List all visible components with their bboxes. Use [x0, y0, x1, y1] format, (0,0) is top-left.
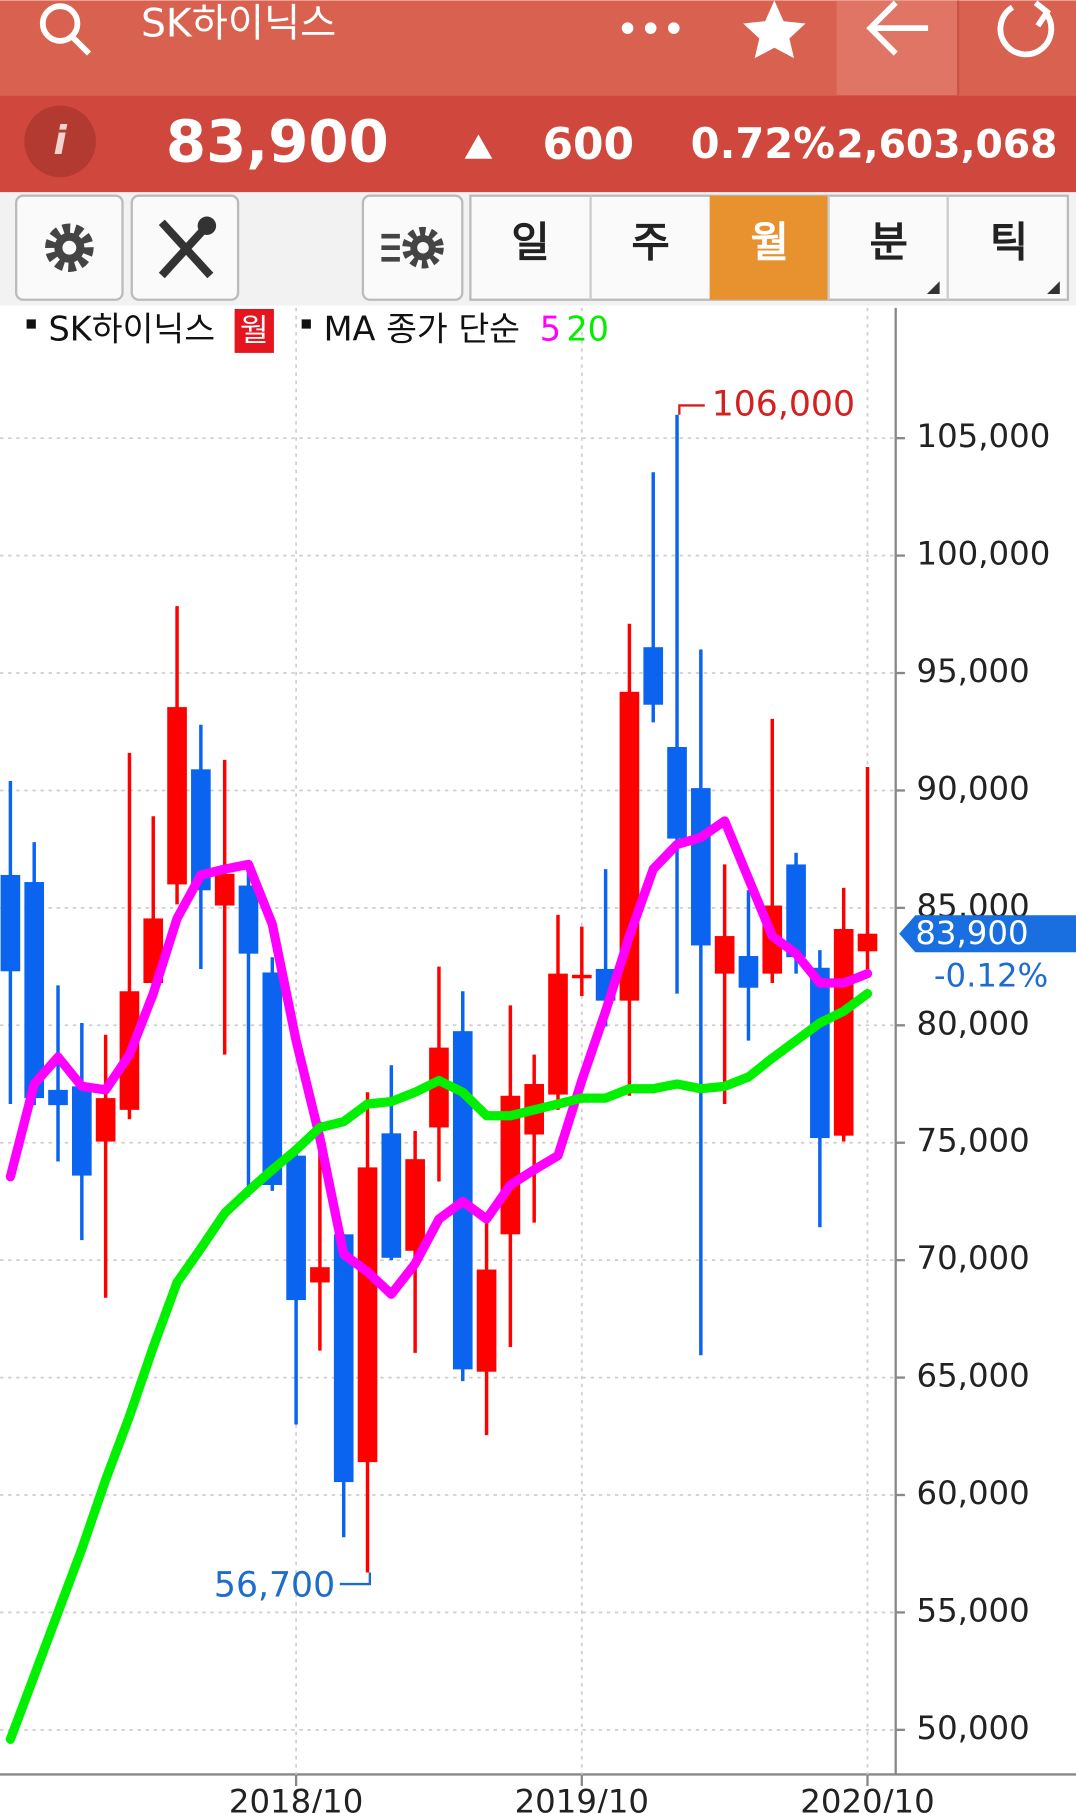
candle-body: [0, 874, 21, 972]
candle-body: [738, 956, 759, 988]
high-label: 106,000: [712, 384, 855, 424]
price-tag-label: 83,900: [915, 914, 1028, 952]
y-tick-label: 100,000: [917, 535, 1051, 573]
candle-body: [95, 1098, 116, 1142]
y-tick-label: 65,000: [917, 1357, 1030, 1395]
y-tick-label: 90,000: [917, 769, 1030, 807]
y-tick-label: 60,000: [917, 1474, 1030, 1512]
tools-button[interactable]: [130, 194, 240, 301]
y-tick-label: 105,000: [917, 417, 1051, 455]
tab-tick[interactable]: 틱: [990, 217, 1028, 266]
candle-body: [357, 1167, 378, 1463]
up-arrow: [464, 134, 493, 159]
chart: 50,000 55,000 60,000 65,000 70,000 75,000 80,0…: [0, 307, 1076, 1813]
tab-week[interactable]: 주: [632, 217, 670, 266]
legend-badge: [234, 308, 274, 353]
legend-ma-period: 5: [540, 309, 561, 348]
x-tick-label: 2020/10: [800, 1782, 934, 1813]
legend-ma-period: 20: [566, 309, 609, 348]
legend-marker: [301, 319, 311, 329]
tab-month[interactable]: 월: [751, 217, 789, 266]
candle-body: [691, 788, 711, 946]
stock-title: SK하이닉스: [141, 1, 336, 46]
volume: 2,603,068: [836, 123, 1057, 168]
y-tick-label: 80,000: [917, 1004, 1030, 1042]
candle-body: [310, 1267, 330, 1283]
refresh-icon[interactable]: [997, 0, 1055, 58]
candle-body: [48, 1089, 68, 1106]
candle-body: [262, 972, 283, 1185]
candle-body: [214, 873, 235, 906]
tab-minute[interactable]: 분: [870, 217, 908, 266]
ma-line: [5, 988, 873, 1744]
back-icon[interactable]: [866, 0, 929, 56]
info-icon: i: [53, 119, 67, 164]
candle-body: [405, 1159, 425, 1251]
legend-marker: [26, 319, 36, 329]
indicator-button[interactable]: [361, 194, 464, 301]
back-button-bg[interactable]: [836, 0, 959, 96]
candle-body: [786, 864, 806, 958]
candle-body: [643, 647, 664, 705]
y-tick-label: 95,000: [917, 652, 1030, 690]
candle-body: [238, 885, 259, 954]
price-change: 600: [542, 119, 634, 170]
tab-day[interactable]: 일: [511, 217, 549, 266]
legend-stock: SK하이닉스: [49, 309, 216, 348]
quote-bar: [0, 95, 1076, 193]
legend-badge-text: 월: [240, 313, 269, 349]
candle-body: [429, 1047, 449, 1128]
favorite-icon[interactable]: [743, 0, 806, 59]
y-tick-label: 75,000: [917, 1122, 1030, 1160]
x-tick-label: 2019/10: [515, 1782, 649, 1813]
y-tick-label: 55,000: [917, 1591, 1030, 1629]
candle-body: [286, 1155, 306, 1301]
price-tag-change: -0.12%: [934, 957, 1048, 995]
candle-body: [333, 1234, 354, 1483]
tab-dividers: [589, 195, 949, 300]
candle-body: [667, 747, 687, 839]
y-tick-label: 70,000: [917, 1239, 1030, 1277]
candle-body: [810, 967, 830, 1139]
high-marker: [678, 404, 705, 415]
x-tick-label: 2018/10: [229, 1782, 363, 1813]
candle-body: [24, 882, 45, 1099]
candle-body: [191, 769, 211, 891]
candle-body: [714, 936, 735, 974]
candle-body: [72, 1086, 92, 1176]
ma-line: [5, 816, 873, 1299]
more-icon[interactable]: [621, 22, 680, 34]
candle-body: [381, 1133, 402, 1258]
candle-body: [571, 974, 592, 979]
current-price: 83,900: [166, 108, 389, 176]
legend-ma: MA 종가 단순: [324, 309, 520, 348]
low-marker: [339, 1572, 371, 1586]
candle-body: [167, 707, 187, 885]
y-tick-label: 50,000: [917, 1709, 1030, 1747]
settings-button[interactable]: [15, 194, 124, 301]
candle-body: [857, 933, 878, 952]
low-label: 56,700: [214, 1565, 335, 1605]
info-button[interactable]: [24, 105, 96, 178]
candle-body: [476, 1269, 497, 1372]
active-tab: [709, 195, 829, 300]
candle-body: [833, 929, 854, 1136]
candle-body: [548, 973, 568, 1095]
price-tag: [899, 915, 1076, 953]
search-icon[interactable]: [39, 3, 92, 56]
change-rate: 0.72%: [691, 119, 835, 168]
